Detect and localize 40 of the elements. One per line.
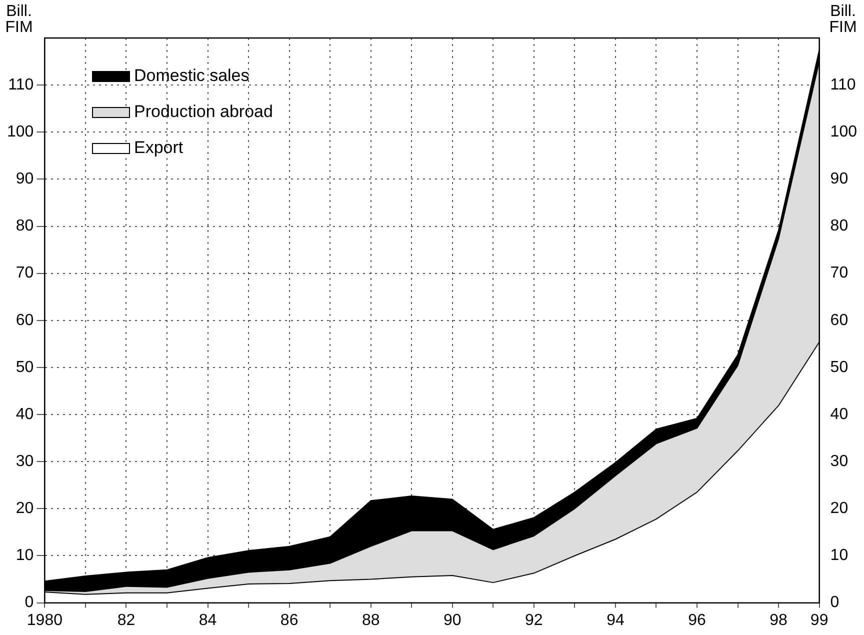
y-tick-label: 20 — [16, 500, 34, 518]
x-tick-label: 84 — [198, 612, 217, 629]
y2-tick-label: 90 — [830, 170, 848, 188]
x-tick-label: 90 — [443, 612, 462, 629]
x-tick-label: 94 — [606, 612, 624, 629]
y-tick-label: 100 — [6, 124, 34, 141]
x-tick-label: 86 — [280, 612, 298, 629]
x-tick-label: 99 — [810, 612, 828, 629]
y-tick-label: 50 — [16, 358, 34, 376]
y-tick-label: 80 — [16, 218, 34, 235]
y-tick-label: 90 — [16, 170, 34, 188]
x-tick-label: 98 — [770, 612, 788, 629]
y2-tick-label: 40 — [830, 406, 848, 423]
x-tick-label: 1980 — [26, 612, 63, 629]
y-axis-title: Bill. FIM — [4, 3, 34, 36]
y2-tick-label: 60 — [830, 312, 848, 329]
y2-tick-label: 0 — [830, 594, 840, 612]
legend-label: Domestic sales — [134, 66, 250, 86]
x-tick-label: 92 — [525, 612, 543, 629]
y-tick-label: 60 — [16, 312, 34, 329]
y-tick-label: 40 — [16, 406, 34, 423]
y2-tick-label: 50 — [830, 358, 848, 376]
y-tick-label: 0 — [24, 594, 34, 612]
y-tick-label: 110 — [8, 76, 34, 94]
y-tick-label: 10 — [16, 547, 34, 564]
x-tick-label: 88 — [362, 612, 380, 629]
y2-tick-label: 70 — [830, 264, 848, 282]
y2-tick-label: 80 — [830, 218, 848, 235]
y2-tick-label: 10 — [830, 547, 848, 564]
y2-axis-title: Bill. FIM — [828, 3, 858, 36]
legend-label: Production abroad — [134, 102, 273, 122]
y2-tick-label: 100 — [830, 124, 858, 141]
y-tick-label: 30 — [16, 453, 34, 470]
x-tick-label: 96 — [688, 612, 706, 629]
y2-tick-label: 30 — [830, 453, 848, 470]
y-tick-label: 70 — [16, 264, 34, 282]
legend-label: Export — [134, 138, 184, 158]
y2-tick-label: 20 — [830, 500, 848, 518]
y2-tick-label: 110 — [830, 76, 856, 94]
x-tick-label: 82 — [117, 612, 136, 629]
